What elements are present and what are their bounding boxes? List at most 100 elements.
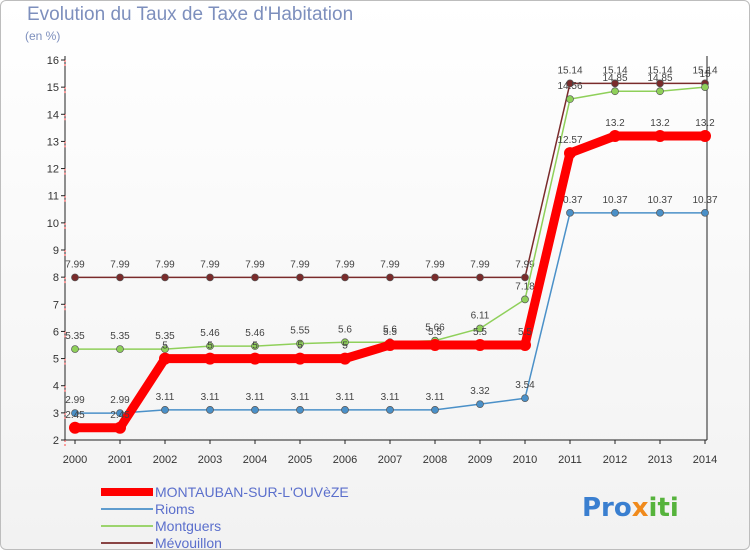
data-point <box>566 208 574 217</box>
x-tick-label: 2004 <box>243 454 267 466</box>
chart-title: Evolution du Taux de Taxe d'Habitation <box>27 4 354 25</box>
data-point <box>294 352 306 365</box>
data-point <box>161 406 169 414</box>
x-tick-label: 2003 <box>198 454 222 466</box>
y-tick-label: 3 <box>53 408 59 420</box>
data-label: 7.99 <box>155 259 175 270</box>
x-tick-label: 2014 <box>693 454 717 466</box>
series-line <box>75 82 705 279</box>
data-label: 7.99 <box>425 259 445 270</box>
data-label: 3.11 <box>246 392 265 403</box>
data-label: 5 <box>342 341 348 352</box>
x-tick-label: 2012 <box>603 454 627 466</box>
data-point <box>206 342 214 350</box>
legend-label: Montguers <box>155 518 221 534</box>
data-point <box>521 295 529 304</box>
data-label: 13.2 <box>695 118 715 129</box>
data-label: 5.55 <box>290 326 310 337</box>
data-label: 3.11 <box>336 392 355 403</box>
data-label: 5.46 <box>245 328 265 339</box>
y-tick-label: 7 <box>53 299 59 311</box>
data-label: 7.99 <box>380 259 400 270</box>
data-label: 5.35 <box>155 331 175 342</box>
data-label: 10.37 <box>602 195 627 206</box>
data-label: 15.14 <box>602 65 627 76</box>
data-point <box>521 273 529 282</box>
data-label: 5.6 <box>383 324 397 335</box>
data-point <box>566 95 574 103</box>
data-label: 7.99 <box>200 259 220 270</box>
data-point <box>251 406 259 414</box>
data-point <box>339 352 351 365</box>
data-label: 5.6 <box>338 324 352 335</box>
data-label: 5 <box>207 341 213 352</box>
data-point <box>204 352 216 365</box>
data-label: 5.35 <box>65 331 85 342</box>
y-tick-label: 13 <box>47 136 59 148</box>
logo-part: Pro <box>582 493 632 523</box>
data-label: 15.14 <box>692 65 717 76</box>
data-point <box>114 421 126 434</box>
data-label: 5.5 <box>473 327 487 338</box>
data-point <box>519 339 531 351</box>
data-label: 10.37 <box>557 195 582 206</box>
data-point <box>116 345 124 353</box>
data-label: 14.56 <box>557 81 582 92</box>
data-label: 7.99 <box>515 259 535 270</box>
data-label: 14.85 <box>602 73 627 84</box>
data-point <box>206 406 214 414</box>
logo-part: iti <box>649 493 679 523</box>
data-point <box>476 400 484 409</box>
data-label: 7.99 <box>65 259 85 270</box>
data-label: 5 <box>252 341 258 352</box>
data-label: 5.66 <box>425 323 445 334</box>
data-point <box>611 79 619 88</box>
data-point <box>384 339 396 351</box>
data-point <box>249 352 261 365</box>
x-tick-label: 2000 <box>63 454 87 466</box>
data-label: 3.11 <box>156 392 175 403</box>
data-label: 12.57 <box>557 135 582 146</box>
data-label: 3.11 <box>426 392 445 403</box>
y-tick-label: 9 <box>53 245 59 257</box>
data-point <box>159 352 171 365</box>
x-tick-label: 2006 <box>333 454 357 466</box>
data-label: 5.46 <box>200 328 220 339</box>
data-point <box>251 273 259 282</box>
data-point <box>474 339 486 351</box>
data-point <box>296 406 304 414</box>
y-tick-label: 8 <box>53 272 59 284</box>
legend-label: Rioms <box>155 501 195 517</box>
data-label: 5.35 <box>110 331 130 342</box>
data-point <box>341 273 349 282</box>
data-label: 7.99 <box>335 259 355 270</box>
legend-label: MONTAUBAN-SUR-L'OUVèZE <box>155 484 349 500</box>
data-point <box>699 130 711 142</box>
data-label: 3.32 <box>470 386 490 397</box>
series-m-vouillon: 7.99 7.99 7.99 7.99 7.99 7.99 7.99 7.99 7.99 7.99… <box>65 65 718 282</box>
data-label: 3.11 <box>291 392 310 403</box>
data-point <box>429 339 441 351</box>
data-point <box>521 394 529 403</box>
data-label: 13.2 <box>605 118 625 129</box>
data-point <box>206 273 214 282</box>
x-tick-label: 2011 <box>558 454 582 466</box>
data-point <box>69 421 81 434</box>
data-point <box>609 130 621 142</box>
data-label: 5 <box>162 341 168 352</box>
y-tick-label: 4 <box>53 381 59 393</box>
data-label: 15.14 <box>557 65 582 76</box>
series-line <box>75 212 705 414</box>
data-label: 7.99 <box>110 259 130 270</box>
data-label: 7.99 <box>245 259 265 270</box>
x-tick-label: 2010 <box>513 454 537 466</box>
data-point <box>431 406 439 414</box>
y-tick-label: 12 <box>47 164 59 176</box>
data-point <box>656 208 664 217</box>
x-tick-label: 2005 <box>288 454 312 466</box>
data-label: 7.99 <box>470 259 490 270</box>
data-label: 14.85 <box>647 73 672 84</box>
data-label: 10.37 <box>692 195 717 206</box>
y-tick-label: 6 <box>53 326 59 338</box>
y-tick-label: 5 <box>53 354 59 366</box>
